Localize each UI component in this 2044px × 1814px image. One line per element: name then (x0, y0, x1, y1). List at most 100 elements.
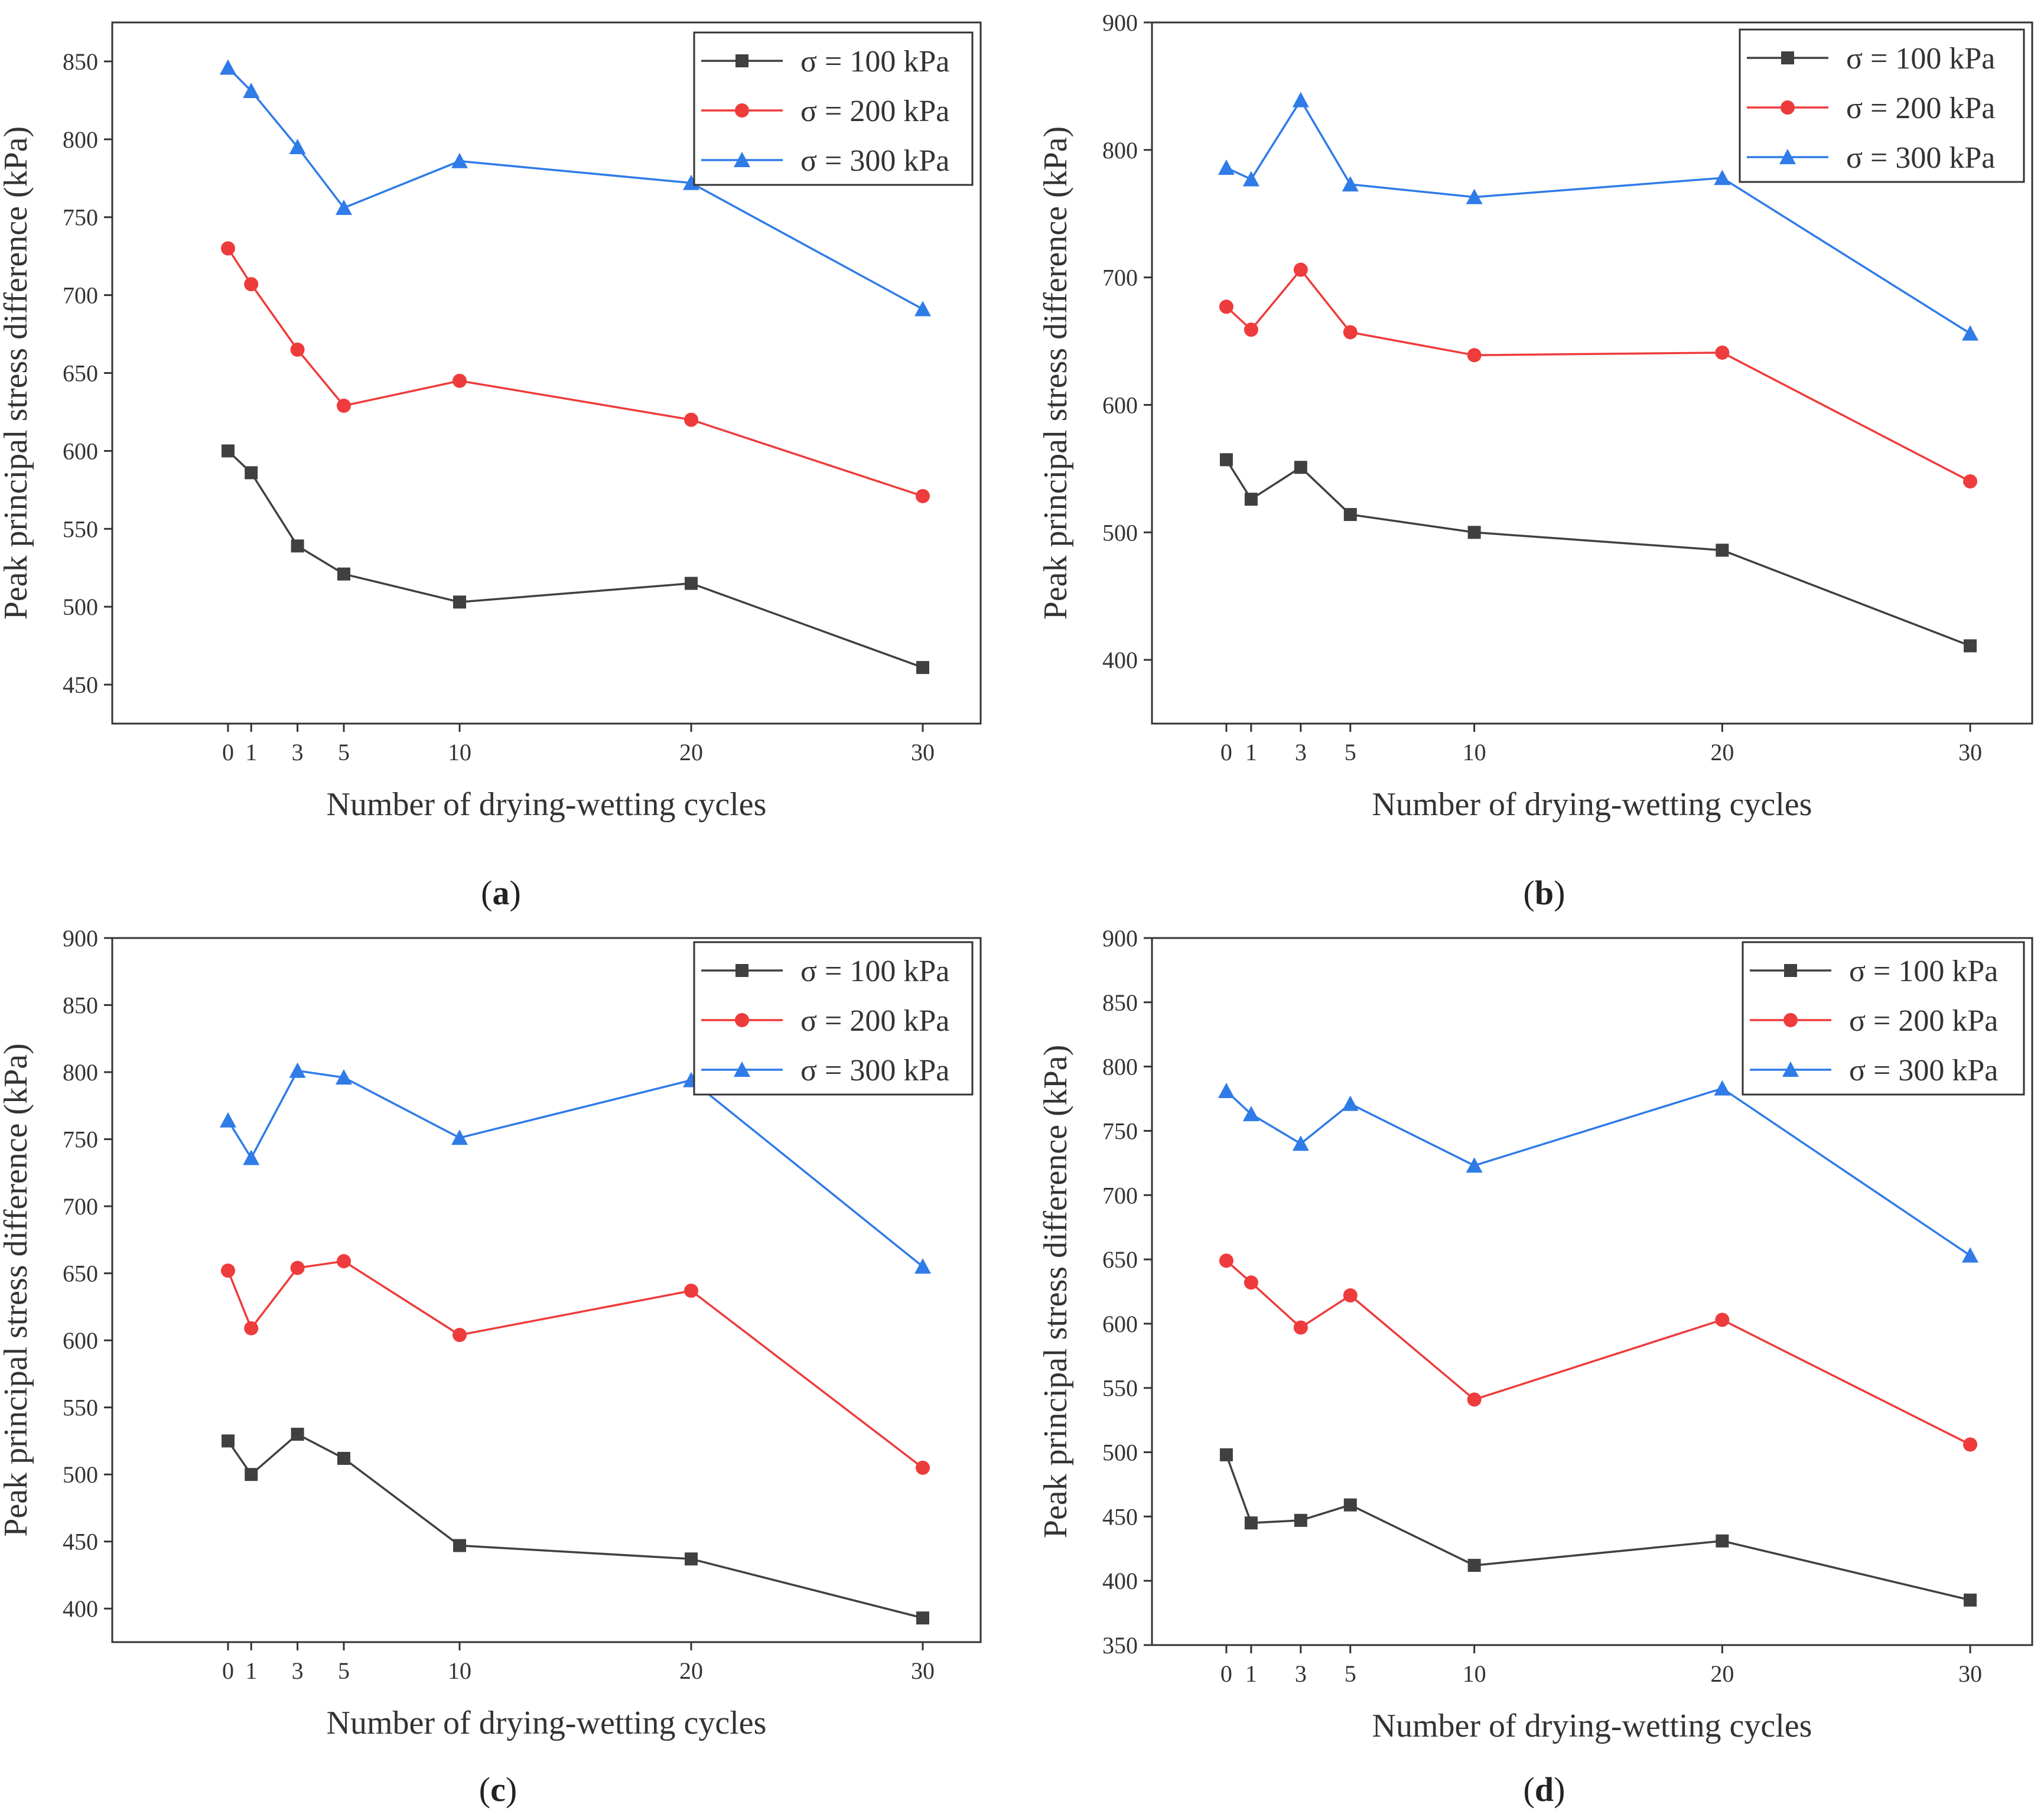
series-line-c-2 (227, 1069, 924, 1268)
data-point-c-1-4 (453, 1328, 467, 1343)
plot-frame-d (1151, 937, 2033, 1646)
data-point-a-1-0 (221, 241, 235, 256)
data-point-c-1-1 (244, 1321, 259, 1336)
y-tick-label-c-3: 550 (63, 1395, 98, 1421)
y-tick-label-a-5: 700 (63, 282, 98, 309)
chart-panel-b: 400 500 600 700 800 900 0 1 3 5 10 20 30 Number of dr… (1028, 0, 2044, 912)
data-point-c-0-5 (685, 1552, 698, 1566)
x-tick-label-a-2: 3 (292, 739, 304, 766)
data-point-c-2-6 (914, 1258, 931, 1274)
x-tick-label-d-1: 1 (1245, 1660, 1257, 1687)
x-tick-label-a-1: 1 (245, 739, 257, 766)
y-tick-label-a-1: 500 (63, 594, 98, 620)
x-tick-label-c-2: 3 (292, 1657, 304, 1684)
data-point-d-1-0 (1219, 1253, 1233, 1268)
x-tick-label-a-0: 0 (222, 739, 234, 766)
x-tick-label-b-6: 30 (1958, 739, 1982, 766)
legend-entry-b-1: σ = 200 kPa (1846, 92, 1995, 125)
x-axis-label-d: Number of drying-wetting cycles (1372, 1708, 1812, 1744)
data-point-b-0-5 (1716, 543, 1729, 557)
legend-d: σ = 100 kPa σ = 200 kPa σ = 300 kPa (1742, 941, 2025, 1096)
data-point-d-0-6 (1964, 1593, 1977, 1607)
legend-a: σ = 100 kPa σ = 200 kPa σ = 300 kPa (693, 31, 974, 186)
data-point-b-0-0 (1219, 453, 1233, 467)
chart-panel-d: 350 400 450 500 550 600 650 700 750 800 850 900 0 1 3 5… (1028, 910, 2044, 1814)
legend-marker-d-0 (1784, 964, 1797, 977)
data-point-b-0-1 (1244, 493, 1258, 506)
data-point-a-1-5 (684, 412, 698, 427)
y-tick-label-d-10: 850 (1102, 989, 1138, 1016)
data-point-c-1-2 (290, 1261, 305, 1275)
data-point-d-2-3 (1342, 1095, 1359, 1111)
data-point-a-0-1 (245, 466, 258, 480)
y-tick-label-c-4: 600 (63, 1327, 98, 1354)
data-point-a-2-2 (289, 139, 306, 155)
data-point-c-0-0 (222, 1434, 235, 1448)
data-point-b-2-5 (1714, 170, 1731, 185)
legend-marker-b-0 (1781, 51, 1794, 64)
data-point-b-1-4 (1467, 348, 1482, 363)
data-point-b-2-0 (1218, 159, 1235, 175)
data-point-b-1-1 (1244, 323, 1258, 337)
x-axis-label-c: Number of drying-wetting cycles (327, 1705, 767, 1741)
data-point-a-2-3 (336, 199, 352, 215)
panel-caption-d: (d) (1523, 1770, 1565, 1809)
x-tick-label-c-4: 10 (448, 1657, 471, 1684)
legend-marker-c-1 (735, 1013, 749, 1027)
data-point-a-1-1 (244, 277, 259, 292)
data-point-b-1-3 (1343, 325, 1358, 340)
x-tick-label-b-2: 3 (1295, 739, 1307, 766)
y-tick-label-b-4: 800 (1102, 137, 1138, 164)
legend-marker-c-0 (735, 964, 748, 977)
y-tick-label-d-3: 500 (1102, 1440, 1138, 1466)
data-point-c-1-0 (221, 1263, 235, 1278)
x-tick-label-a-3: 5 (338, 739, 350, 766)
legend-marker-a-0 (735, 54, 748, 67)
legend-entry-b-0: σ = 100 kPa (1846, 42, 1995, 76)
data-point-c-2-4 (451, 1129, 468, 1145)
legend-c: σ = 100 kPa σ = 200 kPa σ = 300 kPa (693, 941, 974, 1096)
legend-entry-d-2: σ = 300 kPa (1849, 1054, 1998, 1087)
data-point-d-2-6 (1962, 1247, 1979, 1263)
chart-d-svg: 350 400 450 500 550 600 650 700 750 800 850 900 0 1 3 5… (1037, 925, 2033, 1744)
y-tick-label-b-2: 600 (1102, 392, 1138, 418)
x-tick-label-c-1: 1 (245, 1657, 257, 1684)
data-point-a-1-3 (337, 398, 351, 413)
legend-b: σ = 100 kPa σ = 200 kPa σ = 300 kPa (1739, 28, 2025, 183)
y-tick-label-a-8: 850 (63, 48, 98, 75)
legend-marker-a-2 (734, 152, 750, 167)
x-tick-label-a-4: 10 (448, 739, 471, 766)
x-tick-label-a-5: 20 (679, 739, 703, 766)
legend-marker-d-2 (1782, 1061, 1799, 1077)
data-point-b-1-5 (1715, 345, 1730, 360)
y-tick-label-d-11: 900 (1102, 925, 1138, 952)
data-point-d-0-3 (1343, 1498, 1357, 1512)
data-point-a-0-6 (916, 661, 929, 675)
data-point-c-0-6 (916, 1611, 929, 1625)
data-point-d-0-2 (1294, 1513, 1307, 1527)
x-tick-label-c-5: 20 (679, 1657, 703, 1684)
data-point-b-0-3 (1343, 508, 1357, 522)
chart-panel-c: 400 450 500 550 600 650 700 750 800 850 900 0 1 3 5 10 2… (0, 910, 1016, 1814)
x-tick-label-d-3: 5 (1345, 1660, 1356, 1687)
x-tick-label-c-3: 5 (338, 1657, 350, 1684)
legend-marker-a-1 (735, 103, 749, 118)
legend-marker-b-2 (1779, 149, 1796, 164)
data-point-b-2-3 (1342, 176, 1359, 192)
series-line-c-0 (227, 1432, 923, 1619)
data-point-c-2-3 (336, 1069, 352, 1085)
y-tick-label-c-8: 800 (63, 1059, 98, 1086)
legend-entry-a-0: σ = 100 kPa (800, 45, 949, 79)
y-tick-label-d-4: 550 (1102, 1375, 1138, 1402)
data-point-a-2-6 (914, 301, 931, 317)
y-tick-label-c-1: 450 (63, 1529, 98, 1555)
data-point-b-2-4 (1466, 188, 1483, 204)
data-point-b-0-4 (1467, 526, 1481, 539)
data-point-c-2-2 (289, 1062, 306, 1078)
x-tick-label-b-0: 0 (1220, 739, 1232, 766)
legend-entry-c-0: σ = 100 kPa (800, 955, 949, 988)
series-line-d-1 (1225, 1259, 1971, 1446)
y-tick-label-c-10: 900 (63, 925, 98, 952)
legend-marker-c-2 (734, 1061, 750, 1077)
data-point-d-0-1 (1244, 1516, 1258, 1530)
